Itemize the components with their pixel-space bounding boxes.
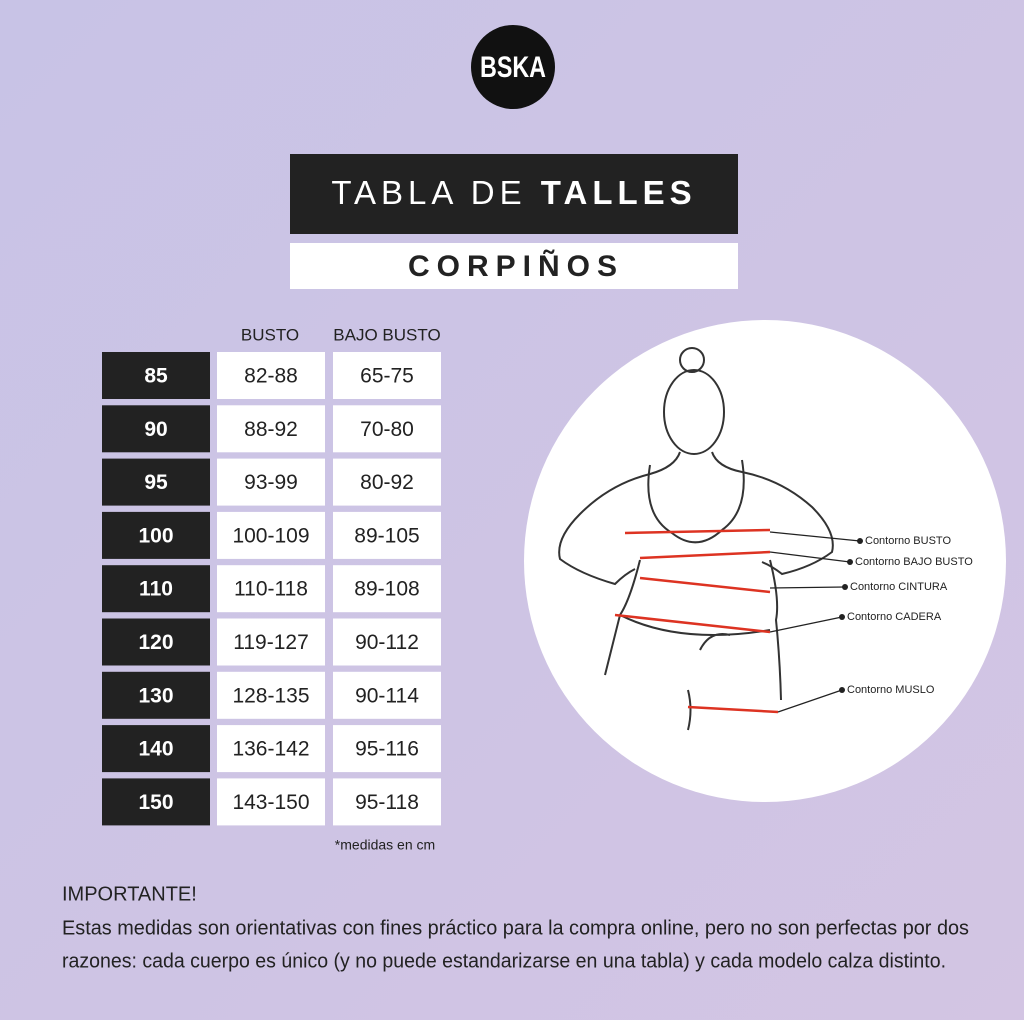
measure-value: 82-88 [244,365,298,388]
table-note: *medidas en cm [335,837,435,853]
size-cell [102,725,210,773]
measure-cell [217,405,325,453]
connector [769,616,843,633]
logo: BSKA [480,51,546,84]
measure-cell [333,511,441,559]
size-cell [102,405,210,453]
title-box [290,154,738,234]
size-cell [102,671,210,719]
size-cell [102,458,210,506]
measure-value: 119-127 [233,631,309,654]
measure-value: 88-92 [244,418,298,441]
size-label: 100 [138,524,173,547]
measure-cell [333,352,441,399]
size-cell [102,352,210,399]
measure-value: 128-135 [232,684,309,707]
logo-circle [471,25,555,109]
measure-cell [217,671,325,719]
subtitle: CORPIÑOS [408,249,624,283]
size-label: 110 [139,578,173,601]
measure-cell [333,405,441,453]
title: TABLA DE TALLES [331,174,696,211]
column-header: BUSTO [241,325,299,344]
important-text: Estas medidas son orientativas con fines… [62,917,969,939]
measure-cell [333,618,441,666]
column-header: BAJO BUSTO [333,325,440,344]
title-light: TABLA DE [331,174,526,211]
connector-dot [857,538,863,544]
measure-value: 80-92 [360,471,414,494]
measure-value: 65-75 [360,365,414,388]
measure-value: 143-150 [232,791,309,814]
connector [769,586,846,589]
measure-cell [217,352,325,399]
measure-cell [217,565,325,613]
measure-label: Contorno BAJO BUSTO [855,556,973,568]
size-label: 150 [138,791,173,814]
measure-cell [333,671,441,719]
connector-dot [839,614,845,620]
measure-value: 90-114 [355,684,419,707]
measure-cell [217,458,325,506]
measure-value: 136-142 [232,738,309,761]
connector-dot [839,687,845,693]
measure-cell [217,618,325,666]
connector [777,689,843,713]
measure-value: 95-116 [355,738,419,761]
size-cell [102,565,210,613]
measure-value: 110-118 [234,578,308,601]
figure [558,347,834,731]
measure-value: 89-108 [354,578,419,601]
connector [769,551,851,563]
size-label: 140 [138,738,173,761]
important-text: razones: cada cuerpo es único (y no pued… [62,950,946,972]
size-cell [102,778,210,826]
subtitle-box [290,243,738,289]
size-cell [102,618,210,666]
measure-value: 90-112 [355,631,419,654]
measure-label: Contorno BUSTO [865,535,951,547]
measure-cell [217,725,325,773]
important-title: IMPORTANTE! [62,883,197,905]
connector-dot [847,559,853,565]
measure-value: 100-109 [232,524,309,547]
measure-cell [217,511,325,559]
measure-cell [333,725,441,773]
connector-dot [842,584,848,590]
measure-cell [333,778,441,826]
size-cell [102,511,210,559]
measure-value: 95-118 [355,791,419,814]
measure-lines [614,528,779,714]
title-bold: TALLES [541,174,697,211]
diagram-circle [524,320,1006,802]
measure-value: 93-99 [244,471,298,494]
measure-value: 89-105 [354,524,419,547]
size-label: 130 [138,684,173,707]
measure-label: Contorno CINTURA [850,581,948,593]
measure-label: Contorno MUSLO [847,684,935,696]
measure-cell [333,458,441,506]
size-label: 95 [144,471,168,494]
size-label: 90 [144,418,167,441]
connector [769,531,861,542]
measure-label: Contorno CADERA [847,611,942,623]
measure-value: 70-80 [360,418,414,441]
size-label: 120 [138,631,173,654]
measure-cell [333,565,441,613]
measure-cell [217,778,325,826]
size-label: 85 [144,365,168,388]
